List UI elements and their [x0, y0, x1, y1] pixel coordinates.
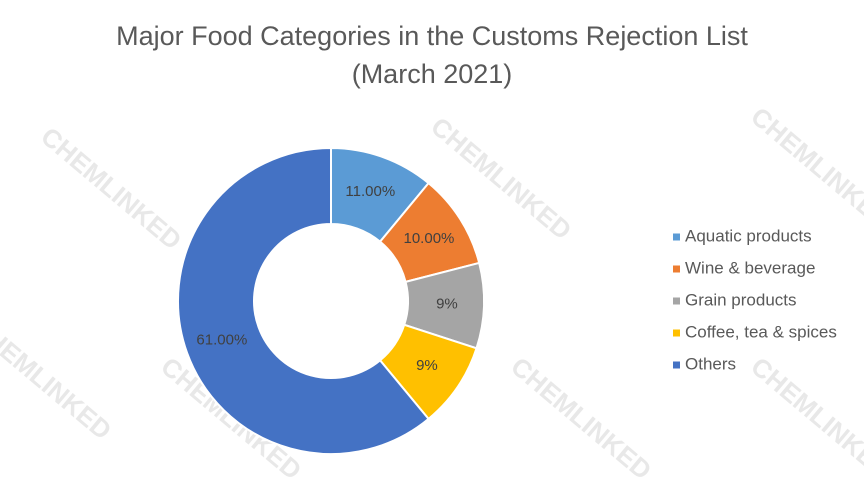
legend-label: Wine & beverage	[685, 258, 815, 277]
data-label: 11.00%	[345, 183, 395, 200]
data-label: 9%	[416, 357, 438, 374]
chart-title: Major Food Categories in the Customs Rej…	[116, 21, 748, 51]
legend-swatch	[673, 329, 680, 337]
legend-label: Coffee, tea & spices	[685, 322, 837, 341]
legend-swatch	[673, 265, 680, 273]
legend-swatch	[673, 297, 680, 305]
chart-subtitle: (March 2021)	[352, 59, 513, 89]
data-label: 61.00%	[196, 331, 247, 348]
legend-label: Aquatic products	[685, 226, 812, 245]
data-label: 9%	[436, 296, 458, 313]
legend-label: Grain products	[685, 290, 797, 309]
legend-swatch	[673, 233, 680, 241]
legend-label: Others	[685, 354, 736, 373]
data-label: 10.00%	[404, 230, 455, 247]
legend-swatch	[673, 361, 680, 369]
donut-slice	[177, 146, 430, 455]
